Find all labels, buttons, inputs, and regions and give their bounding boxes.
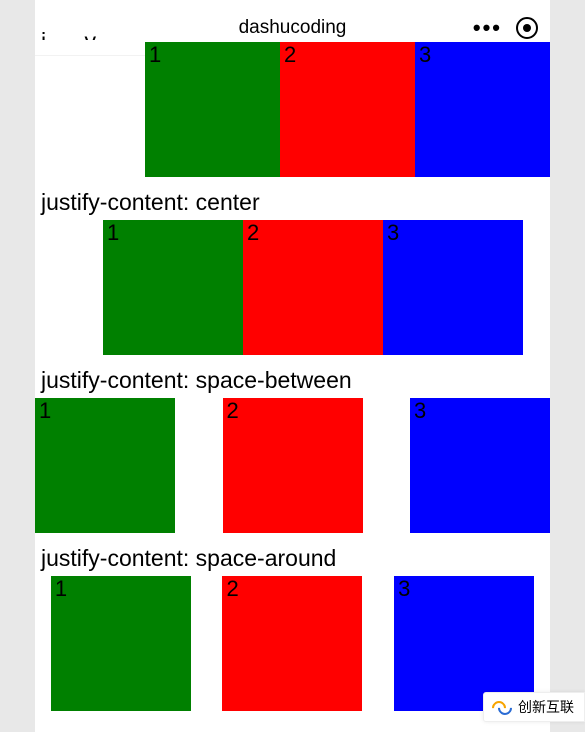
- demo-box: 3: [394, 576, 534, 711]
- demo-box: 3: [383, 220, 523, 355]
- section-label: justify-content: space-around: [35, 545, 550, 572]
- watermark-logo-icon: [492, 697, 512, 717]
- demo-box: 2: [223, 398, 363, 533]
- content-area: j y 1 2 3 justify-content: center 1 2 3 …: [35, 28, 550, 711]
- demo-box: 3: [410, 398, 550, 533]
- flex-demo-row-center: 1 2 3: [35, 220, 550, 355]
- demo-box: 2: [243, 220, 383, 355]
- section-label: justify-content: center: [35, 189, 550, 216]
- section-label: justify-content: space-between: [35, 367, 550, 394]
- demo-box: 1: [51, 576, 191, 711]
- demo-box: 2: [222, 576, 362, 711]
- flex-demo-row: 1 2 3: [35, 42, 550, 177]
- truncated-label: j y: [35, 28, 550, 40]
- demo-box: 1: [145, 42, 280, 177]
- demo-box: 1: [103, 220, 243, 355]
- watermark-badge: 创新互联: [483, 692, 585, 722]
- demo-box: 1: [35, 398, 175, 533]
- flex-demo-row-space-between: 1 2 3: [35, 398, 550, 533]
- demo-box: 3: [415, 42, 550, 177]
- demo-box: 2: [280, 42, 415, 177]
- flex-demo-row-space-around: 1 2 3: [35, 576, 550, 711]
- watermark-text: 创新互联: [518, 697, 574, 717]
- app-window: dashucoding ••• j y 1 2 3 justify-conten…: [35, 0, 550, 732]
